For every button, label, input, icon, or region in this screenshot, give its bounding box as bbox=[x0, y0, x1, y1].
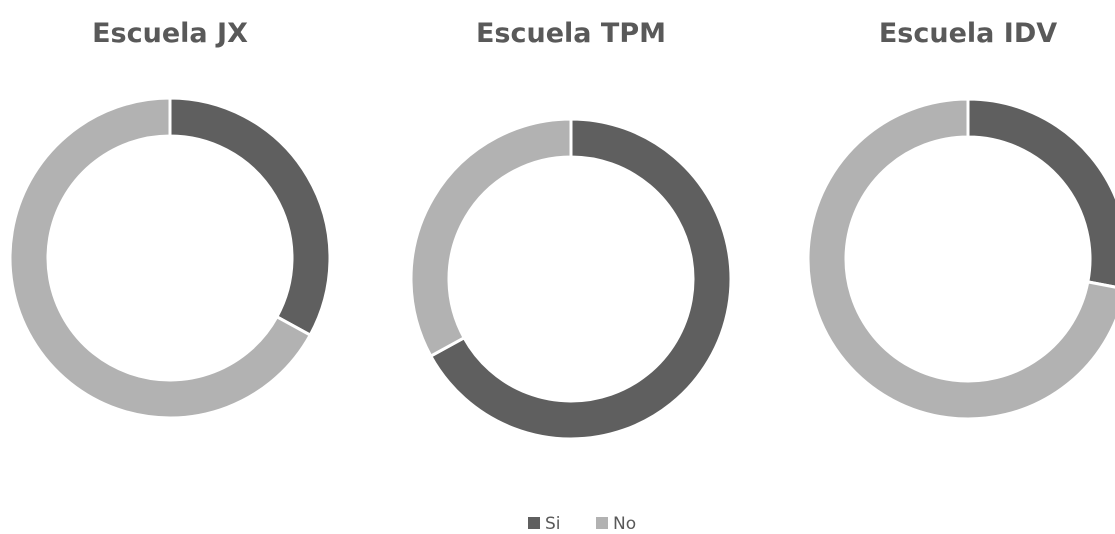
donut-segment bbox=[806, 97, 1115, 421]
donut-segment bbox=[168, 96, 332, 338]
chart-title: Escuela IDV bbox=[879, 18, 1057, 49]
legend-label: Si bbox=[545, 514, 561, 534]
donut-segment bbox=[409, 117, 573, 359]
donut-segment bbox=[966, 97, 1115, 289]
legend-swatch bbox=[528, 517, 540, 529]
legend-swatch bbox=[596, 517, 608, 529]
chart-title: Escuela TPM bbox=[476, 18, 666, 49]
chart-title: Escuela JX bbox=[92, 18, 248, 49]
legend-label: No bbox=[613, 514, 636, 534]
donut-segment bbox=[428, 117, 733, 441]
donut-segment bbox=[8, 96, 313, 420]
